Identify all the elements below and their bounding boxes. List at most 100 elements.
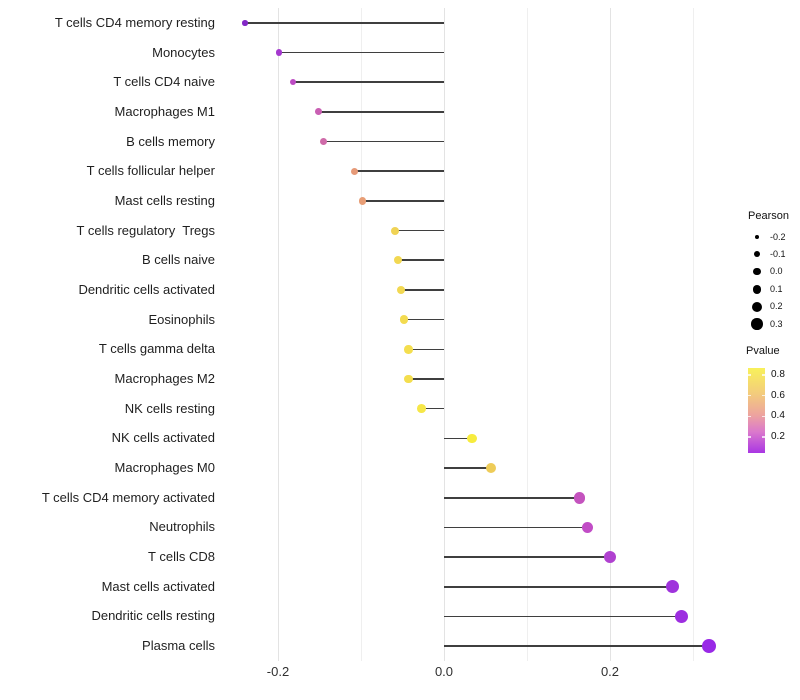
- y-axis-label: Monocytes: [152, 44, 215, 60]
- color-legend-tick-label: 0.2: [771, 430, 785, 442]
- gridline-minor: [692, 8, 694, 661]
- y-axis-label: Plasma cells: [142, 638, 215, 654]
- lollipop-stick: [404, 318, 444, 321]
- lollipop-stick: [444, 496, 580, 499]
- y-axis-label: T cells CD4 naive: [113, 74, 215, 90]
- lollipop-stick: [408, 348, 444, 351]
- lollipop-dot: [404, 374, 413, 384]
- color-legend-tick-mark: [748, 436, 751, 438]
- gridline-minor: [526, 8, 528, 661]
- color-legend-tick-label: 0.6: [771, 389, 785, 401]
- y-axis-label: Dendritic cells activated: [78, 281, 215, 297]
- color-legend-tick-label: 0.8: [771, 369, 785, 381]
- color-legend-title: Pvalue: [746, 345, 780, 357]
- y-axis-label: NK cells activated: [111, 430, 215, 446]
- size-legend-dot: [751, 318, 763, 330]
- x-axis-tick-label: 0.2: [600, 664, 620, 679]
- color-legend-tick-mark: [762, 436, 765, 438]
- size-legend-title: Pearson: [748, 210, 789, 222]
- y-axis-label: Neutrophils: [149, 519, 215, 535]
- lollipop-stick: [444, 526, 588, 529]
- size-legend-label: -0.1: [770, 248, 786, 259]
- lollipop-dot: [603, 551, 617, 564]
- lollipop-dot: [467, 433, 478, 444]
- lollipop-dot: [674, 609, 689, 624]
- lollipop-dot: [417, 404, 426, 414]
- y-axis-label: T cells gamma delta: [98, 341, 215, 357]
- y-axis-label: Mast cells activated: [101, 578, 215, 594]
- y-axis-label: Mast cells resting: [114, 192, 215, 208]
- size-legend-dot: [752, 284, 762, 294]
- size-legend-dot: [751, 301, 763, 312]
- size-legend-label: 0.1: [770, 283, 783, 294]
- lollipop-stick: [408, 378, 444, 380]
- lollipop-dot: [399, 315, 409, 324]
- y-axis-label: Dendritic cells resting: [91, 608, 215, 624]
- y-axis-label: Eosinophils: [148, 311, 216, 327]
- x-axis-tick-label: 0.0: [434, 664, 454, 679]
- gridline-major: [609, 8, 611, 661]
- y-axis-label: B cells naive: [142, 252, 215, 268]
- lollipop-dot: [573, 491, 586, 504]
- lollipop-stick: [444, 556, 610, 558]
- lollipop-stick: [444, 467, 492, 469]
- lollipop-stick: [278, 51, 444, 54]
- lollipop-dot: [486, 463, 497, 474]
- gridline-major: [443, 8, 445, 661]
- gridline-major: [277, 8, 279, 661]
- y-axis-label: Macrophages M0: [114, 460, 215, 476]
- color-legend-tick-mark: [762, 374, 765, 376]
- lollipop-dot: [242, 20, 248, 26]
- lollipop-dot: [581, 521, 594, 534]
- lollipop-stick: [444, 585, 673, 588]
- x-axis-tick-label: -0.2: [266, 664, 290, 679]
- size-legend-dot: [754, 251, 760, 258]
- color-legend-tick-mark: [748, 415, 751, 418]
- lollipop-stick: [395, 229, 444, 232]
- lollipop-dot: [358, 197, 367, 205]
- lollipop-dot: [665, 580, 679, 594]
- y-axis-label: NK cells resting: [124, 400, 215, 416]
- lollipop-dot: [350, 167, 359, 175]
- lollipop-dot: [701, 639, 716, 654]
- lollipop-dot: [404, 345, 413, 354]
- lollipop-stick: [444, 615, 682, 618]
- color-legend-gradient-bar: [748, 368, 765, 453]
- size-legend-dot: [753, 268, 761, 276]
- color-legend-tick-label: 0.4: [771, 410, 785, 422]
- y-axis-label: T cells CD8: [148, 549, 215, 565]
- lollipop-stick: [292, 81, 444, 83]
- y-axis-label: Macrophages M1: [114, 103, 215, 119]
- lollipop-stick: [400, 289, 444, 291]
- lollipop-dot: [320, 138, 328, 146]
- y-axis-label: T cells regulatory Tregs: [76, 222, 215, 238]
- color-legend-tick-mark: [762, 394, 765, 397]
- lollipop-stick: [421, 407, 444, 410]
- y-axis-label: T cells CD4 memory resting: [54, 14, 215, 30]
- lollipop-stick: [444, 645, 709, 647]
- lollipop-stick: [244, 22, 444, 24]
- lollipop-dot: [390, 226, 400, 235]
- lollipop-dot: [289, 79, 297, 86]
- color-legend-tick-mark: [748, 394, 751, 397]
- lollipop-stick: [362, 200, 444, 202]
- lollipop-stick: [444, 437, 473, 440]
- lollipop-dot: [275, 49, 282, 56]
- lollipop-stick: [398, 259, 444, 262]
- lollipop-dot: [315, 108, 323, 116]
- color-legend-tick-mark: [748, 374, 751, 376]
- y-axis-label: T cells CD4 memory activated: [41, 489, 215, 505]
- lollipop-stick: [354, 170, 444, 173]
- lollipop-dot: [394, 256, 403, 265]
- lollipop-stick: [318, 111, 444, 113]
- size-legend-label: 0.2: [770, 301, 783, 312]
- y-axis-label: B cells memory: [126, 133, 215, 149]
- y-axis-label: Macrophages M2: [114, 371, 215, 387]
- size-legend-label: 0.0: [770, 266, 783, 277]
- color-legend-tick-mark: [762, 415, 765, 418]
- lollipop-dot: [396, 285, 405, 295]
- size-legend-label: 0.3: [770, 318, 783, 329]
- size-legend-dot: [754, 234, 760, 240]
- lollipop-stick: [323, 140, 444, 143]
